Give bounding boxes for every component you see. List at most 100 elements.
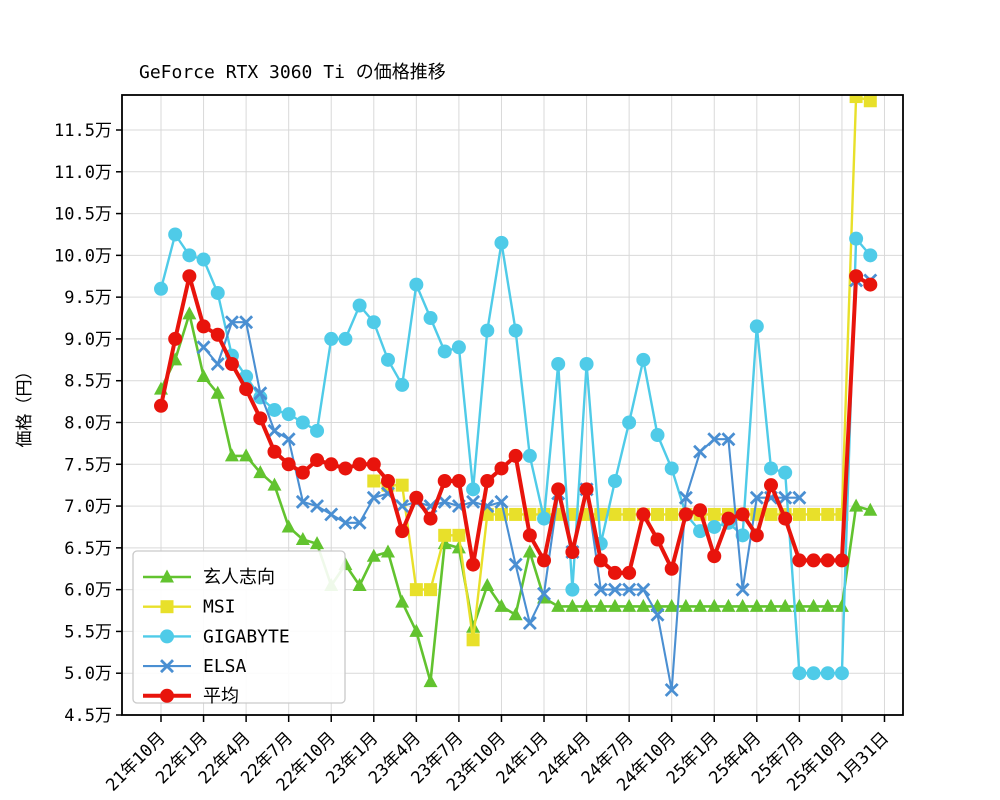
data-point-x <box>210 357 225 371</box>
data-point-circle <box>437 474 452 489</box>
data-point-x <box>160 659 174 674</box>
data-point-circle <box>494 235 509 250</box>
data-point-x <box>792 490 807 505</box>
legend-item-kuroutoshikou: 玄人志向 <box>143 567 275 588</box>
data-point-triangle <box>451 540 466 554</box>
data-point-circle <box>763 461 778 476</box>
data-point-circle <box>593 553 608 568</box>
data-point-circle <box>409 490 424 505</box>
data-point-triangle <box>423 674 438 688</box>
data-point-circle <box>707 549 722 564</box>
data-point-square <box>707 507 721 521</box>
data-point-x <box>622 582 637 597</box>
data-point-triangle <box>806 598 821 612</box>
data-point-circle <box>508 323 523 338</box>
y-tick-label: 7.5万 <box>64 455 112 475</box>
data-point-circle <box>182 269 197 284</box>
data-point-circle <box>451 340 466 355</box>
data-point-circle <box>352 457 367 472</box>
data-point-circle <box>160 688 174 703</box>
data-point-triangle <box>678 598 693 612</box>
data-point-triangle <box>636 598 651 612</box>
data-point-circle <box>792 553 807 568</box>
data-point-triangle <box>480 577 495 591</box>
data-point-triangle <box>352 577 367 591</box>
data-point-triangle <box>239 448 254 462</box>
data-point-triangle <box>834 598 849 612</box>
data-point-circle <box>508 448 523 463</box>
data-point-circle <box>607 474 622 489</box>
data-point-x <box>650 607 665 622</box>
data-point-circle <box>636 507 651 522</box>
y-tick-label: 5.0万 <box>64 664 112 684</box>
data-point-square <box>452 528 466 542</box>
data-point-square <box>509 507 523 521</box>
data-point-circle <box>820 666 835 681</box>
data-point-triangle <box>863 502 878 516</box>
legend-box <box>132 550 346 704</box>
data-point-x <box>735 582 750 597</box>
data-point-circle <box>423 311 438 326</box>
legend-label: ELSA <box>203 656 247 677</box>
data-point-circle <box>168 331 183 346</box>
series-line-heikin <box>159 274 872 575</box>
y-tick-label: 11.5万 <box>54 121 112 141</box>
data-point-circle <box>338 461 353 476</box>
data-point-triangle <box>622 598 637 612</box>
series-gigabyte <box>154 227 878 681</box>
data-point-triangle <box>210 385 225 399</box>
data-point-triangle <box>551 598 566 612</box>
data-point-triangle <box>593 598 608 612</box>
data-point-x <box>239 315 254 330</box>
data-point-circle <box>820 553 835 568</box>
data-point-circle <box>849 231 864 246</box>
data-point-circle <box>239 382 254 397</box>
data-point-circle <box>537 511 552 526</box>
data-point-square <box>466 633 480 647</box>
data-point-circle <box>565 545 580 560</box>
data-point-circle <box>622 565 637 580</box>
data-point-triangle <box>281 519 296 533</box>
data-point-x <box>253 386 268 401</box>
y-tick-label: 10.5万 <box>54 205 112 225</box>
data-point-triangle <box>735 598 750 612</box>
data-point-square <box>849 95 863 104</box>
data-point-x <box>721 432 736 447</box>
y-axis-label: 価格（円） <box>15 363 35 448</box>
data-point-circle <box>579 482 594 497</box>
data-point-circle <box>196 319 211 334</box>
data-point-circle <box>295 415 310 430</box>
data-point-circle <box>267 444 282 459</box>
data-point-triangle <box>267 477 282 491</box>
y-tick-label: 5.5万 <box>64 622 112 642</box>
data-point-circle <box>565 582 580 597</box>
y-tick-label: 7.0万 <box>64 497 112 517</box>
data-point-triangle <box>664 598 679 612</box>
data-point-triangle <box>749 598 764 612</box>
data-point-x <box>295 494 310 509</box>
series-heikin <box>154 269 878 580</box>
data-point-square <box>409 583 423 597</box>
data-point-x <box>338 515 353 530</box>
data-point-x <box>693 444 708 459</box>
data-point-circle <box>650 428 665 443</box>
data-point-triangle <box>182 306 197 320</box>
data-point-square <box>863 95 877 108</box>
data-point-circle <box>863 248 878 263</box>
data-point-circle <box>721 511 736 526</box>
data-point-circle <box>551 482 566 497</box>
data-point-circle <box>224 357 239 372</box>
data-point-circle <box>168 227 183 242</box>
legend: 玄人志向 MSI GIGABYTE ELSA 平均 <box>132 550 346 707</box>
data-point-circle <box>778 465 793 480</box>
data-point-triangle <box>253 465 268 479</box>
data-point-triangle <box>693 598 708 612</box>
data-point-circle <box>792 666 807 681</box>
y-tick-label: 8.5万 <box>64 372 112 392</box>
data-point-x <box>494 494 509 509</box>
data-point-square <box>764 507 778 521</box>
y-tick-label: 9.0万 <box>64 330 112 350</box>
y-tick-label: 10.0万 <box>54 246 112 266</box>
data-point-circle <box>834 666 849 681</box>
data-point-triangle <box>366 548 381 562</box>
